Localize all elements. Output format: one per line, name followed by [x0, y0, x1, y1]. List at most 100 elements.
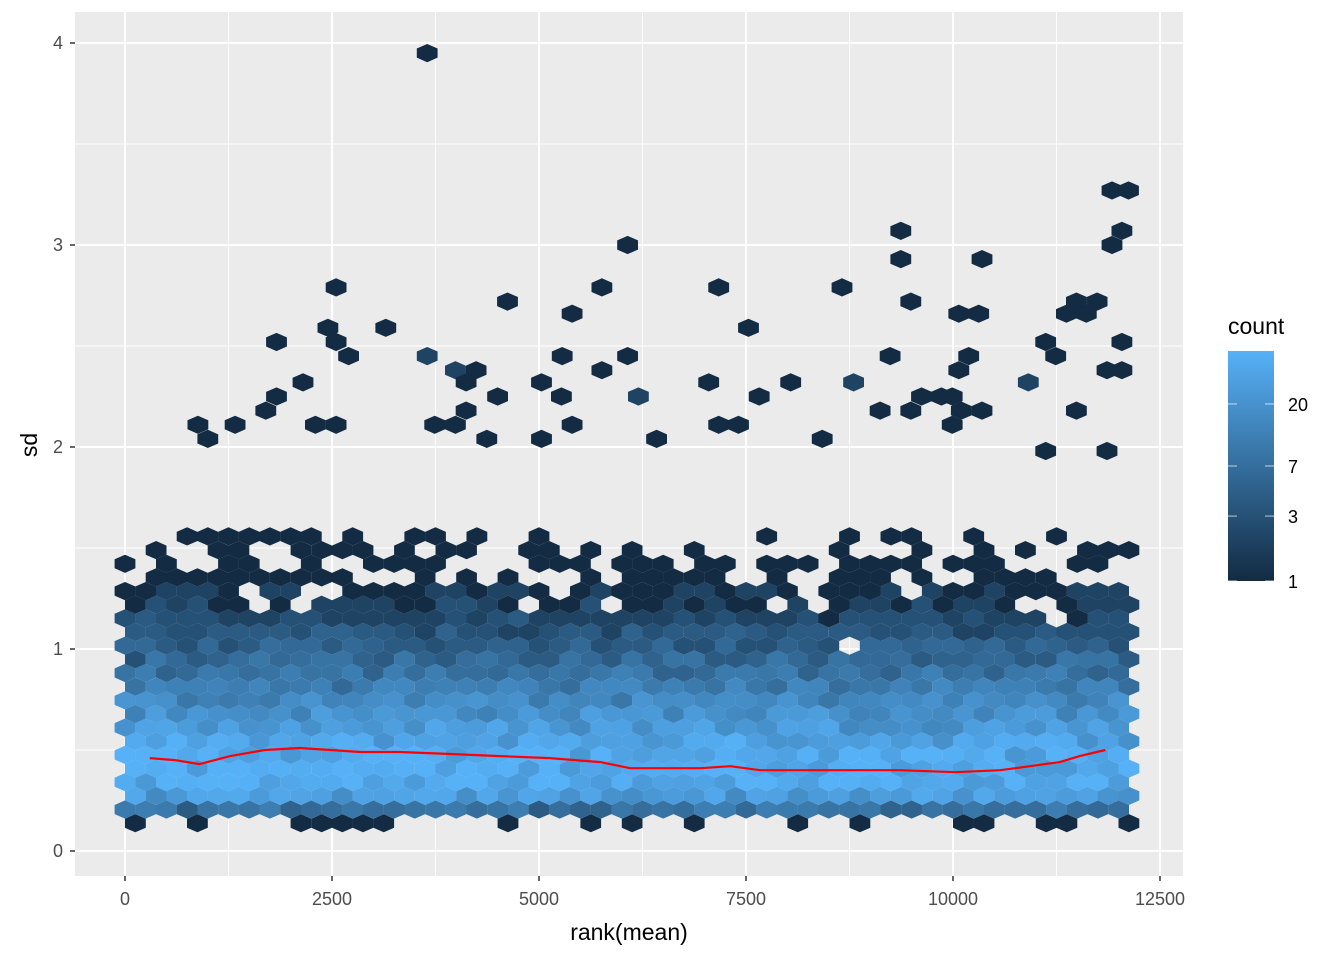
hex-bin — [383, 636, 405, 655]
hex-bin — [300, 527, 322, 546]
hex-bin — [207, 732, 229, 751]
hex-bin — [1101, 235, 1123, 255]
hex-bin — [704, 650, 726, 669]
hex-bin — [394, 595, 415, 614]
hex-bin — [1025, 773, 1047, 792]
hex-bin — [880, 582, 902, 601]
hex-bin — [321, 691, 343, 710]
hex-bin — [456, 732, 477, 751]
hex-bin — [963, 663, 985, 683]
hex-bin — [1004, 718, 1026, 737]
hex-bin — [994, 650, 1016, 669]
hex-bin — [197, 636, 219, 655]
hex-bin — [880, 800, 902, 819]
hex-bin — [787, 622, 809, 642]
hex-bin — [984, 745, 1005, 764]
hex-bin — [259, 527, 281, 546]
hex-bin — [311, 541, 332, 560]
hex-bin — [145, 786, 167, 805]
hex-bin — [839, 745, 860, 764]
hex-bin — [780, 373, 802, 392]
hex-bin — [538, 677, 560, 696]
hex-bin — [818, 636, 840, 655]
hex-bin — [404, 691, 426, 710]
hex-bin — [973, 677, 995, 696]
hex-bin — [528, 554, 550, 573]
hex-bin — [280, 663, 301, 683]
hex-bin — [869, 401, 891, 420]
hex-bin — [207, 650, 229, 669]
hex-bin — [642, 677, 664, 696]
hex-bin — [425, 636, 446, 655]
hex-bin — [953, 595, 974, 614]
hex-bin — [363, 800, 384, 819]
hex-bin — [114, 800, 136, 819]
hex-bin — [363, 718, 384, 737]
hex-bin — [1077, 732, 1098, 751]
hex-bin — [487, 609, 508, 628]
hex-bin — [849, 622, 871, 642]
hex-bin — [694, 773, 715, 792]
hex-bin — [404, 609, 426, 628]
hex-bin — [383, 718, 405, 737]
hex-bin — [435, 677, 457, 696]
hex-bin — [518, 759, 539, 778]
hex-bin — [932, 759, 953, 778]
hex-bin — [911, 595, 933, 614]
hex-bin — [465, 361, 487, 380]
hex-bin — [766, 677, 788, 696]
hex-bin — [197, 718, 219, 737]
hex-bin — [941, 415, 963, 434]
hex-bin — [404, 773, 426, 792]
hex-bin — [683, 732, 705, 751]
hex-bin — [445, 609, 467, 628]
hex-bin — [849, 759, 871, 778]
hex-bin — [901, 773, 922, 792]
hex-bin — [766, 622, 788, 642]
hex-bin — [590, 663, 612, 683]
hex-bin — [156, 636, 177, 655]
hex-bin — [1056, 732, 1078, 751]
hex-bin — [466, 800, 488, 819]
hex-bin — [300, 718, 322, 737]
hex-bin — [642, 595, 664, 614]
hex-bin — [269, 732, 291, 751]
hex-bin — [663, 622, 684, 642]
hex-bin — [394, 759, 415, 778]
hex-bin — [124, 786, 146, 805]
y-axis-title: sd — [16, 433, 42, 457]
hex-bin — [963, 636, 985, 655]
hex-bin — [570, 554, 591, 573]
hex-bin — [942, 636, 964, 655]
hex-bin — [538, 622, 560, 642]
hex-bin — [166, 595, 188, 614]
hex-bin — [880, 718, 902, 737]
hex-bin — [518, 541, 539, 560]
hex-bin — [166, 786, 188, 805]
hex-bin — [911, 568, 933, 587]
hex-bin — [953, 704, 974, 724]
hex-bin — [828, 650, 850, 669]
hex-bin — [777, 609, 798, 628]
hex-bin — [1035, 441, 1057, 461]
hex-bin — [673, 773, 695, 792]
hex-bin — [601, 704, 622, 724]
hex-bin — [968, 304, 990, 323]
hex-bin — [311, 595, 332, 614]
hex-bin — [1056, 759, 1078, 778]
hex-bin — [870, 759, 891, 778]
hex-bin — [1118, 759, 1140, 778]
hex-bin — [704, 704, 726, 724]
hex-bin — [1097, 541, 1119, 560]
hex-bin — [551, 387, 572, 406]
hex-bin — [570, 691, 591, 710]
hex-bin — [611, 773, 633, 792]
hex-bin — [551, 347, 573, 366]
hex-bin — [787, 595, 809, 614]
hex-bin — [683, 704, 705, 724]
hex-bin — [1017, 373, 1039, 392]
hex-bin — [363, 773, 384, 792]
hex-bin — [971, 250, 993, 269]
hex-bin — [228, 541, 250, 560]
x-tick-label: 0 — [120, 889, 130, 909]
